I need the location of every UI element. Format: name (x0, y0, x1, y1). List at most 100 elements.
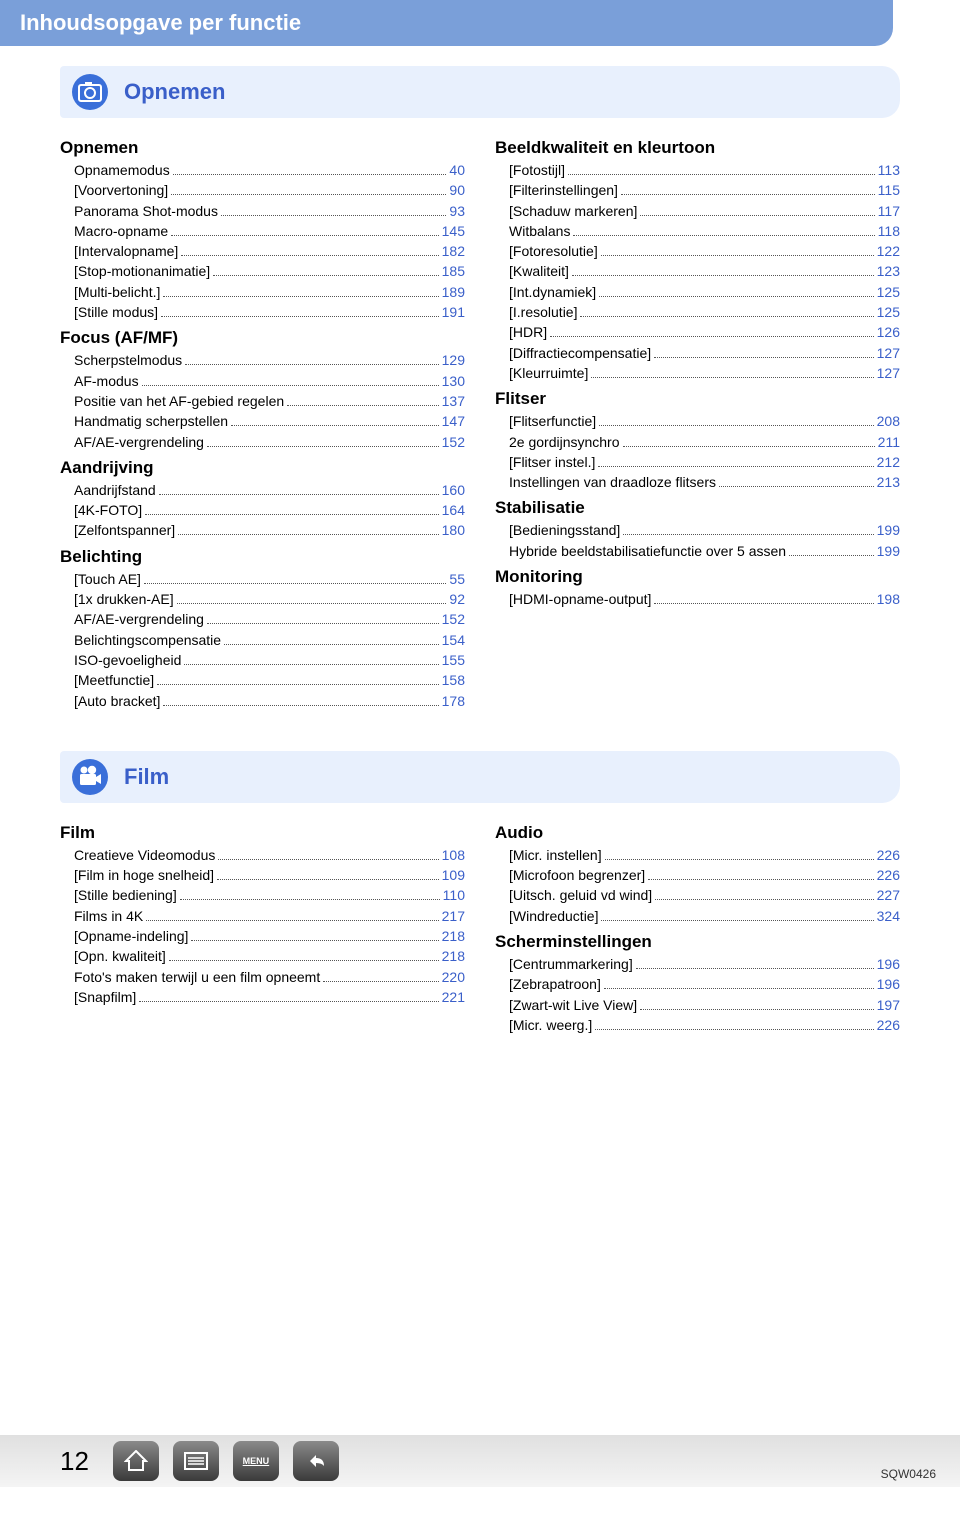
back-button[interactable] (293, 1441, 339, 1481)
toc-page-number: 324 (877, 906, 900, 926)
toc-entry[interactable]: [Opn. kwaliteit]218 (60, 946, 465, 966)
toc-subheading: Film (60, 823, 465, 843)
toc-entry[interactable]: [Windreductie] 324 (495, 906, 900, 926)
toc-entry[interactable]: [Stille bediening]110 (60, 885, 465, 905)
toc-entry[interactable]: [Centrummarkering]196 (495, 954, 900, 974)
toc-entry[interactable]: [Schaduw markeren]117 (495, 201, 900, 221)
toc-button[interactable] (173, 1441, 219, 1481)
menu-label: MENU (243, 1456, 270, 1466)
toc-entry[interactable]: 2e gordijnsynchro211 (495, 432, 900, 452)
toc-entry[interactable]: Positie van het AF-gebied regelen137 (60, 391, 465, 411)
toc-entry[interactable]: AF/AE-vergrendeling152 (60, 432, 465, 452)
toc-entry[interactable]: Opnamemodus40 (60, 160, 465, 180)
toc-entry[interactable]: [Zelfontspanner]180 (60, 520, 465, 540)
toc-dots (221, 215, 446, 216)
toc-entry[interactable]: Witbalans118 (495, 221, 900, 241)
toc-entry[interactable]: Handmatig scherpstellen147 (60, 411, 465, 431)
toc-entry[interactable]: [Film in hoge snelheid]109 (60, 865, 465, 885)
toc-page-number: 198 (877, 589, 900, 609)
toc-label: Opnamemodus (74, 160, 170, 180)
toc-entry[interactable]: [Intervalopname]182 (60, 241, 465, 261)
toc-entry[interactable]: [Opname-indeling]218 (60, 926, 465, 946)
toc-entry[interactable]: Creatieve Videomodus108 (60, 845, 465, 865)
toc-entry[interactable]: [Microfoon begrenzer]226 (495, 865, 900, 885)
toc-entry[interactable]: Belichtingscompensatie154 (60, 630, 465, 650)
toc-entry[interactable]: [Micr. instellen]226 (495, 845, 900, 865)
menu-button[interactable]: MENU (233, 1441, 279, 1481)
toc-entry[interactable]: [Multi-belicht.]189 (60, 282, 465, 302)
toc-page-number: 152 (442, 432, 465, 452)
toc-page-number: 221 (442, 987, 465, 1007)
toc-entry[interactable]: [Micr. weerg.]226 (495, 1015, 900, 1035)
toc-entry[interactable]: [HDMI-opname-output] 198 (495, 589, 900, 609)
toc-entry[interactable]: [Kwaliteit]123 (495, 261, 900, 281)
toc-entry[interactable]: [I.resolutie] 125 (495, 302, 900, 322)
toc-entry[interactable]: [Uitsch. geluid vd wind]227 (495, 885, 900, 905)
toc-entry[interactable]: [Flitser instel.]212 (495, 452, 900, 472)
toc-entry[interactable]: ISO-gevoeligheid155 (60, 650, 465, 670)
toc-entry[interactable]: [Fotostijl]113 (495, 160, 900, 180)
toc-label: [I.resolutie] (509, 302, 577, 322)
left-column: FilmCreatieve Videomodus108[Film in hoge… (60, 817, 465, 1035)
toc-dots (550, 336, 874, 337)
toc-entry[interactable]: [Diffractiecompensatie]127 (495, 343, 900, 363)
columns: OpnemenOpnamemodus40[Voorvertoning]90Pan… (60, 132, 900, 711)
toc-entry[interactable]: [Touch AE]55 (60, 569, 465, 589)
toc-dots (142, 385, 439, 386)
page-title: Inhoudsopgave per functie (0, 0, 893, 46)
toc-entry[interactable]: [Zwart-wit Live View]197 (495, 995, 900, 1015)
toc-entry[interactable]: [Int.dynamiek]125 (495, 282, 900, 302)
toc-entry[interactable]: [Zebrapatroon]196 (495, 974, 900, 994)
toc-dots (789, 555, 874, 556)
toc-page-number: 130 (442, 371, 465, 391)
toc-entry[interactable]: Aandrijfstand160 (60, 480, 465, 500)
toc-entry[interactable]: [Auto bracket]178 (60, 691, 465, 711)
toc-entry[interactable]: [Kleurruimte]127 (495, 363, 900, 383)
toc-subheading: Focus (AF/MF) (60, 328, 465, 348)
toc-entry[interactable]: [Filterinstellingen]115 (495, 180, 900, 200)
toc-entry[interactable]: [Voorvertoning]90 (60, 180, 465, 200)
toc-label: [Bedieningsstand] (509, 520, 620, 540)
home-button[interactable] (113, 1441, 159, 1481)
toc-page-number: 158 (442, 670, 465, 690)
toc-entry[interactable]: [Stille modus]191 (60, 302, 465, 322)
toc-entry[interactable]: AF-modus130 (60, 371, 465, 391)
toc-entry[interactable]: Instellingen van draadloze flitsers213 (495, 472, 900, 492)
toc-dots (171, 194, 446, 195)
toc-entry[interactable]: [Snapfilm]221 (60, 987, 465, 1007)
toc-entry[interactable]: [Fotoresolutie]122 (495, 241, 900, 261)
toc-label: [Windreductie] (509, 906, 598, 926)
toc-label: [Zelfontspanner] (74, 520, 175, 540)
toc-entry[interactable]: Films in 4K217 (60, 906, 465, 926)
toc-entry[interactable]: Macro-opname145 (60, 221, 465, 241)
toc-subheading: Audio (495, 823, 900, 843)
toc-label: [Zebrapatroon] (509, 974, 601, 994)
toc-page-number: 147 (442, 411, 465, 431)
toc-label: [Touch AE] (74, 569, 141, 589)
toc-section: OpnemenOpnemenOpnamemodus40[Voorvertonin… (60, 66, 900, 711)
toc-entry[interactable]: [HDR]126 (495, 322, 900, 342)
toc-entry[interactable]: [1x drukken-AE]92 (60, 589, 465, 609)
toc-entry[interactable]: Foto's maken terwijl u een film opneemt2… (60, 967, 465, 987)
toc-label: [HDMI-opname-output] (509, 589, 651, 609)
toc-entry[interactable]: AF/AE-vergrendeling152 (60, 609, 465, 629)
toc-entry[interactable]: Panorama Shot-modus93 (60, 201, 465, 221)
toc-subheading: Monitoring (495, 567, 900, 587)
toc-page-number: 213 (877, 472, 900, 492)
toc-entry[interactable]: Hybride beeldstabilisatiefunctie over 5 … (495, 541, 900, 561)
right-column: Beeldkwaliteit en kleurtoon[Fotostijl]11… (495, 132, 900, 711)
toc-dots (601, 920, 873, 921)
toc-entry[interactable]: [Stop-motionanimatie]185 (60, 261, 465, 281)
toc-page-number: 125 (877, 302, 900, 322)
left-column: OpnemenOpnamemodus40[Voorvertoning]90Pan… (60, 132, 465, 711)
toc-entry[interactable]: [Bedieningsstand]199 (495, 520, 900, 540)
toc-entry[interactable]: [4K-FOTO]164 (60, 500, 465, 520)
toc-page-number: 191 (442, 302, 465, 322)
toc-dots (573, 235, 874, 236)
toc-entry[interactable]: Scherpstelmodus129 (60, 350, 465, 370)
toc-page-number: 182 (442, 241, 465, 261)
toc-entry[interactable]: [Flitserfunctie]208 (495, 411, 900, 431)
toc-dots (181, 255, 438, 256)
section-title: Film (124, 764, 169, 790)
toc-entry[interactable]: [Meetfunctie]158 (60, 670, 465, 690)
